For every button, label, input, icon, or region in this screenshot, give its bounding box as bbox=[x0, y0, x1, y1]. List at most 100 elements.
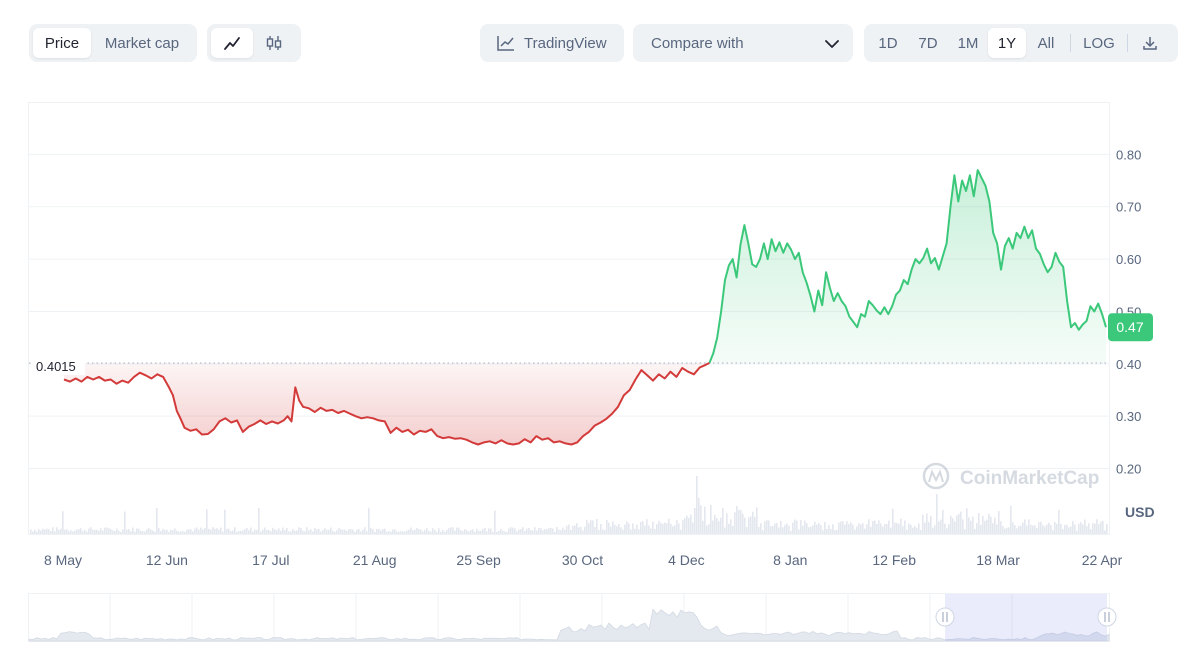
volume-bar bbox=[176, 530, 178, 534]
volume-bar bbox=[1080, 522, 1082, 534]
volume-bar bbox=[358, 528, 360, 534]
watermark-text: CoinMarketCap bbox=[960, 468, 1099, 489]
volume-bar bbox=[814, 521, 816, 534]
volume-bar bbox=[320, 531, 322, 534]
volume-bar bbox=[578, 527, 580, 534]
volume-bar bbox=[792, 522, 794, 534]
volume-bar bbox=[848, 523, 850, 534]
volume-bar bbox=[200, 527, 202, 534]
candlestick-button[interactable] bbox=[253, 28, 295, 58]
volume-bar bbox=[950, 515, 952, 534]
log-scale-button[interactable]: LOG bbox=[1083, 34, 1115, 52]
volume-bar bbox=[366, 531, 368, 534]
navigator-selection[interactable] bbox=[945, 594, 1107, 641]
volume-bar bbox=[688, 517, 690, 534]
price-tab[interactable]: Price bbox=[33, 28, 91, 58]
volume-bar bbox=[926, 513, 928, 534]
volume-bar bbox=[120, 531, 122, 534]
volume-bar bbox=[184, 531, 186, 534]
volume-bar bbox=[240, 530, 242, 534]
volume-bar bbox=[1044, 526, 1046, 534]
volume-bar bbox=[196, 527, 198, 534]
volume-bar bbox=[914, 525, 916, 534]
volume-bar bbox=[56, 527, 58, 534]
volume-bar bbox=[290, 531, 292, 534]
volume-bar bbox=[292, 529, 294, 534]
y-tick-label: 0.40 bbox=[1116, 357, 1141, 372]
volume-bar bbox=[150, 529, 152, 534]
volume-bar bbox=[638, 529, 640, 534]
volume-bar bbox=[1022, 522, 1024, 534]
volume-bar bbox=[886, 523, 888, 534]
volume-bar bbox=[208, 528, 210, 534]
range-7d[interactable]: 7D bbox=[918, 34, 938, 52]
volume-bar bbox=[902, 526, 904, 534]
volume-bar bbox=[442, 529, 444, 534]
volume-bar bbox=[760, 523, 762, 534]
volume-bar bbox=[500, 528, 502, 534]
volume-bar bbox=[722, 508, 724, 534]
volume-bar bbox=[560, 530, 562, 534]
volume-bar bbox=[376, 528, 378, 534]
x-tick-label: 22 Apr bbox=[1082, 552, 1123, 568]
candlestick-icon bbox=[266, 36, 282, 50]
volume-bar bbox=[824, 521, 826, 534]
volume-bar bbox=[220, 527, 222, 534]
volume-bar bbox=[892, 508, 894, 534]
volume-bar bbox=[380, 530, 382, 534]
volume-bar bbox=[392, 529, 394, 534]
x-tick-label: 30 Oct bbox=[562, 552, 603, 568]
range-navigator[interactable] bbox=[28, 593, 1117, 642]
volume-bar bbox=[840, 521, 842, 534]
download-button[interactable] bbox=[1132, 28, 1168, 58]
volume-bar bbox=[170, 529, 172, 534]
compare-with-select[interactable]: Compare with bbox=[633, 24, 853, 62]
volume-bar bbox=[1098, 524, 1100, 534]
line-chart-button[interactable] bbox=[211, 28, 253, 58]
navigator-handle-left[interactable] bbox=[935, 607, 955, 627]
volume-bar bbox=[148, 527, 150, 534]
volume-bar bbox=[536, 530, 538, 534]
volume-bar bbox=[332, 530, 334, 534]
volume-bar bbox=[642, 521, 644, 534]
volume-bar bbox=[928, 521, 930, 534]
volume-bar bbox=[76, 529, 78, 534]
range-1d[interactable]: 1D bbox=[878, 34, 898, 52]
tradingview-button[interactable]: TradingView bbox=[480, 24, 624, 62]
volume-bar bbox=[762, 530, 764, 534]
current-price-label: 0.47 bbox=[1116, 319, 1143, 335]
volume-bar bbox=[1004, 528, 1006, 534]
volume-bar bbox=[68, 531, 70, 534]
volume-bar bbox=[1052, 530, 1054, 534]
volume-bar bbox=[410, 527, 412, 534]
volume-bar bbox=[998, 511, 1000, 534]
volume-bar bbox=[218, 529, 220, 534]
volume-bar bbox=[948, 524, 950, 534]
volume-bar bbox=[724, 527, 726, 534]
volume-bar bbox=[644, 525, 646, 534]
volume-bar bbox=[1008, 527, 1010, 534]
x-tick-label: 8 Jan bbox=[773, 552, 807, 568]
volume-bar bbox=[710, 504, 712, 534]
volume-bar bbox=[82, 531, 84, 534]
volume-bar bbox=[502, 530, 504, 534]
volume-bar bbox=[596, 519, 598, 534]
x-tick-label: 4 Dec bbox=[668, 552, 705, 568]
volume-bar bbox=[470, 530, 472, 534]
range-all[interactable]: All bbox=[1037, 34, 1055, 52]
volume-bar bbox=[400, 531, 402, 534]
volume-bar bbox=[784, 525, 786, 534]
volume-bar bbox=[916, 528, 918, 534]
volume-bar bbox=[370, 527, 372, 534]
navigator-handle-right[interactable] bbox=[1097, 607, 1117, 627]
range-1y[interactable]: 1Y bbox=[988, 28, 1026, 58]
volume-bar bbox=[562, 527, 564, 534]
y-tick-label: 0.70 bbox=[1116, 200, 1141, 215]
volume-bar bbox=[174, 528, 176, 534]
range-1m[interactable]: 1M bbox=[957, 34, 979, 52]
volume-bar bbox=[552, 528, 554, 534]
volume-bar bbox=[444, 531, 446, 534]
volume-bar bbox=[870, 526, 872, 534]
market-cap-tab[interactable]: Market cap bbox=[104, 34, 180, 52]
